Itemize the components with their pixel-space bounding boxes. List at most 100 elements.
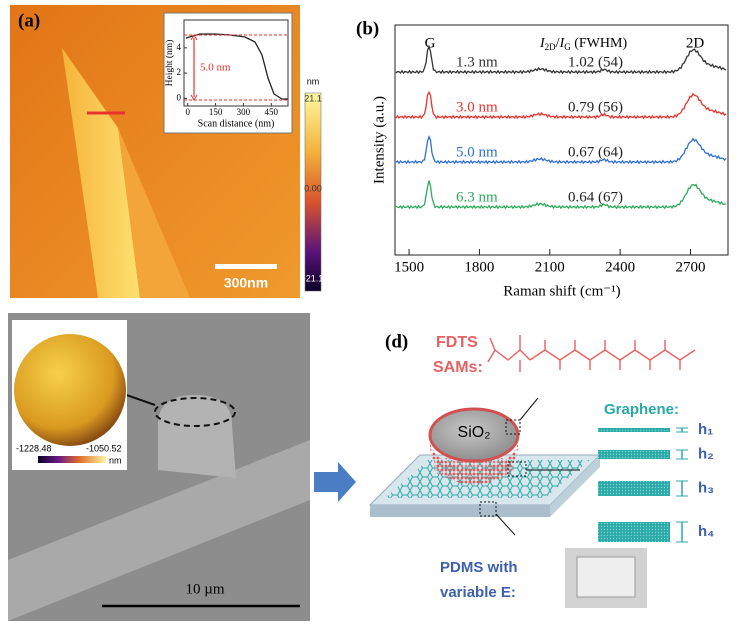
colorbar-labels: 21.1 0.00 -21.1 [303,93,324,283]
ratio-label: 0.67 (64) [568,144,623,160]
scale-label: 10 µm [185,581,224,597]
panel-label: (d) [385,331,408,352]
colorbar-unit: nm [109,455,122,465]
height-label: h₁ [698,421,713,438]
inset-frame [183,19,289,107]
spectrum [395,180,727,210]
header-part: (FWHM) [571,36,628,51]
height-label: h₂ [698,445,714,462]
tick-label: 150 [209,107,223,117]
annotation: 5.0 nm [200,62,231,74]
layer-stack: h₁ h₂ h₃ h₄ [598,421,714,543]
thickness-label: 6.3 nm [456,189,498,205]
zoom-box [507,461,527,477]
thickness-label: 5.0 nm [456,144,498,160]
colorbar-max: -1050.52 [86,443,122,453]
panel-a: (a) 5.0 nm Height (nm) Scan distance (nm… [10,5,323,298]
graphene-layer [598,428,670,432]
sam-contact [434,454,514,482]
tick-label: 4 [177,42,182,52]
profile [185,33,288,100]
header-part: 2D [545,42,557,52]
panel-label: (b) [356,18,379,39]
sams-label: SAMs: [433,359,483,376]
zoom-line [495,513,516,536]
pdms-label: PDMS with [440,559,518,576]
sphere-label: SiO₂ [458,424,491,441]
tick-label: 0 [185,107,190,117]
header-part: I [539,36,546,51]
tick-label: 2 [177,67,182,77]
arrow-heads [190,34,198,101]
colorbar-label: 0.00 [304,183,322,193]
zoom-box [479,501,497,517]
tick-label: 1500 [394,259,424,275]
colorbar [304,92,322,292]
panel-b: (b) Intensity (a.u.) Raman shift (cm⁻¹) … [356,18,729,299]
scale-label: 300nm [224,275,268,291]
colorbar-label: 21.1 [304,93,322,103]
x-axis-label: Raman shift (cm⁻¹) [503,283,620,299]
spectrum [395,134,727,165]
fiber [8,440,310,621]
header-part: G [564,42,571,52]
graphene-layer [598,522,670,542]
ratio-label: 0.79 (56) [568,99,623,115]
inset-plot: 5.0 nm Height (nm) Scan distance (nm) 0 1… [164,19,289,129]
tick-label: 1800 [464,259,494,275]
silica-sphere [428,407,520,463]
substrate-edge [370,505,550,517]
ratio-header: I2D/IG (FWHM) [539,36,627,52]
tick-label: 2700 [675,259,705,275]
panel-label: (c) [18,326,39,347]
y-axis-label: Intensity (a.u.) [371,96,387,184]
spectra: 1.3 nm 1.02 (54) 3.0 nm 0.79 (56) 5.0 nm 0.67… [395,44,727,210]
spectrum [395,44,727,75]
panel-d: (d) FDTS SAMs: SiO₂ Graphene: h₁ h₂ h₃ h₄ P… [368,331,714,608]
ratio-label: 0.64 (67) [568,189,623,205]
graphene-label: Graphene: [604,401,679,418]
tick-label: 450 [265,107,279,117]
peak-label: G [425,35,436,51]
sams-label: FDTS [436,334,478,351]
thickness-label: 1.3 nm [456,54,498,70]
pillar [158,395,236,478]
pdms-block [576,556,636,598]
plot-frame [394,24,729,256]
colorbar-min: -1228.48 [16,443,52,453]
tick-label: 2400 [605,259,635,275]
height-label: h₄ [698,523,714,540]
peak-label: 2D [686,35,705,51]
colorbar-unit: nm [307,76,320,86]
zoom-line [519,397,539,421]
colorbar [38,456,106,463]
thickness-label: 3.0 nm [456,99,498,115]
graphene-layer [598,481,670,496]
header-part: / [556,36,560,51]
pdms-label-part: variable E: [440,584,516,601]
sphere-map [14,334,126,446]
scale-bar [215,264,277,269]
height-label: h₃ [698,479,714,496]
inset-ylabel: Height (nm) [164,40,175,87]
panel-c: -1228.48 -1050.52 nm (c) 10 µm [8,313,310,621]
terrace [62,48,140,298]
inset-xlabel: Scan distance (nm) [198,118,275,129]
tick-label: 0 [177,92,182,102]
dashed-ellipse [154,397,236,427]
ratio-label: 1.02 (54) [568,54,623,70]
tick-label: 300 [237,107,251,117]
flow-arrow [314,462,356,502]
spectrum [395,90,727,120]
zoom-box [505,419,521,435]
graphene-layer [598,450,670,459]
panel-label: (a) [18,10,40,31]
molecule [487,335,696,372]
tick-label: 2100 [535,259,565,275]
substrate-side [550,455,600,517]
pdms-label: variable E: [440,584,516,601]
colorbar-label: -21.1 [303,273,324,283]
terrace [118,128,190,298]
x-ticks: 1500 1800 2100 2400 2700 [394,249,705,275]
header-part: I [559,36,566,51]
